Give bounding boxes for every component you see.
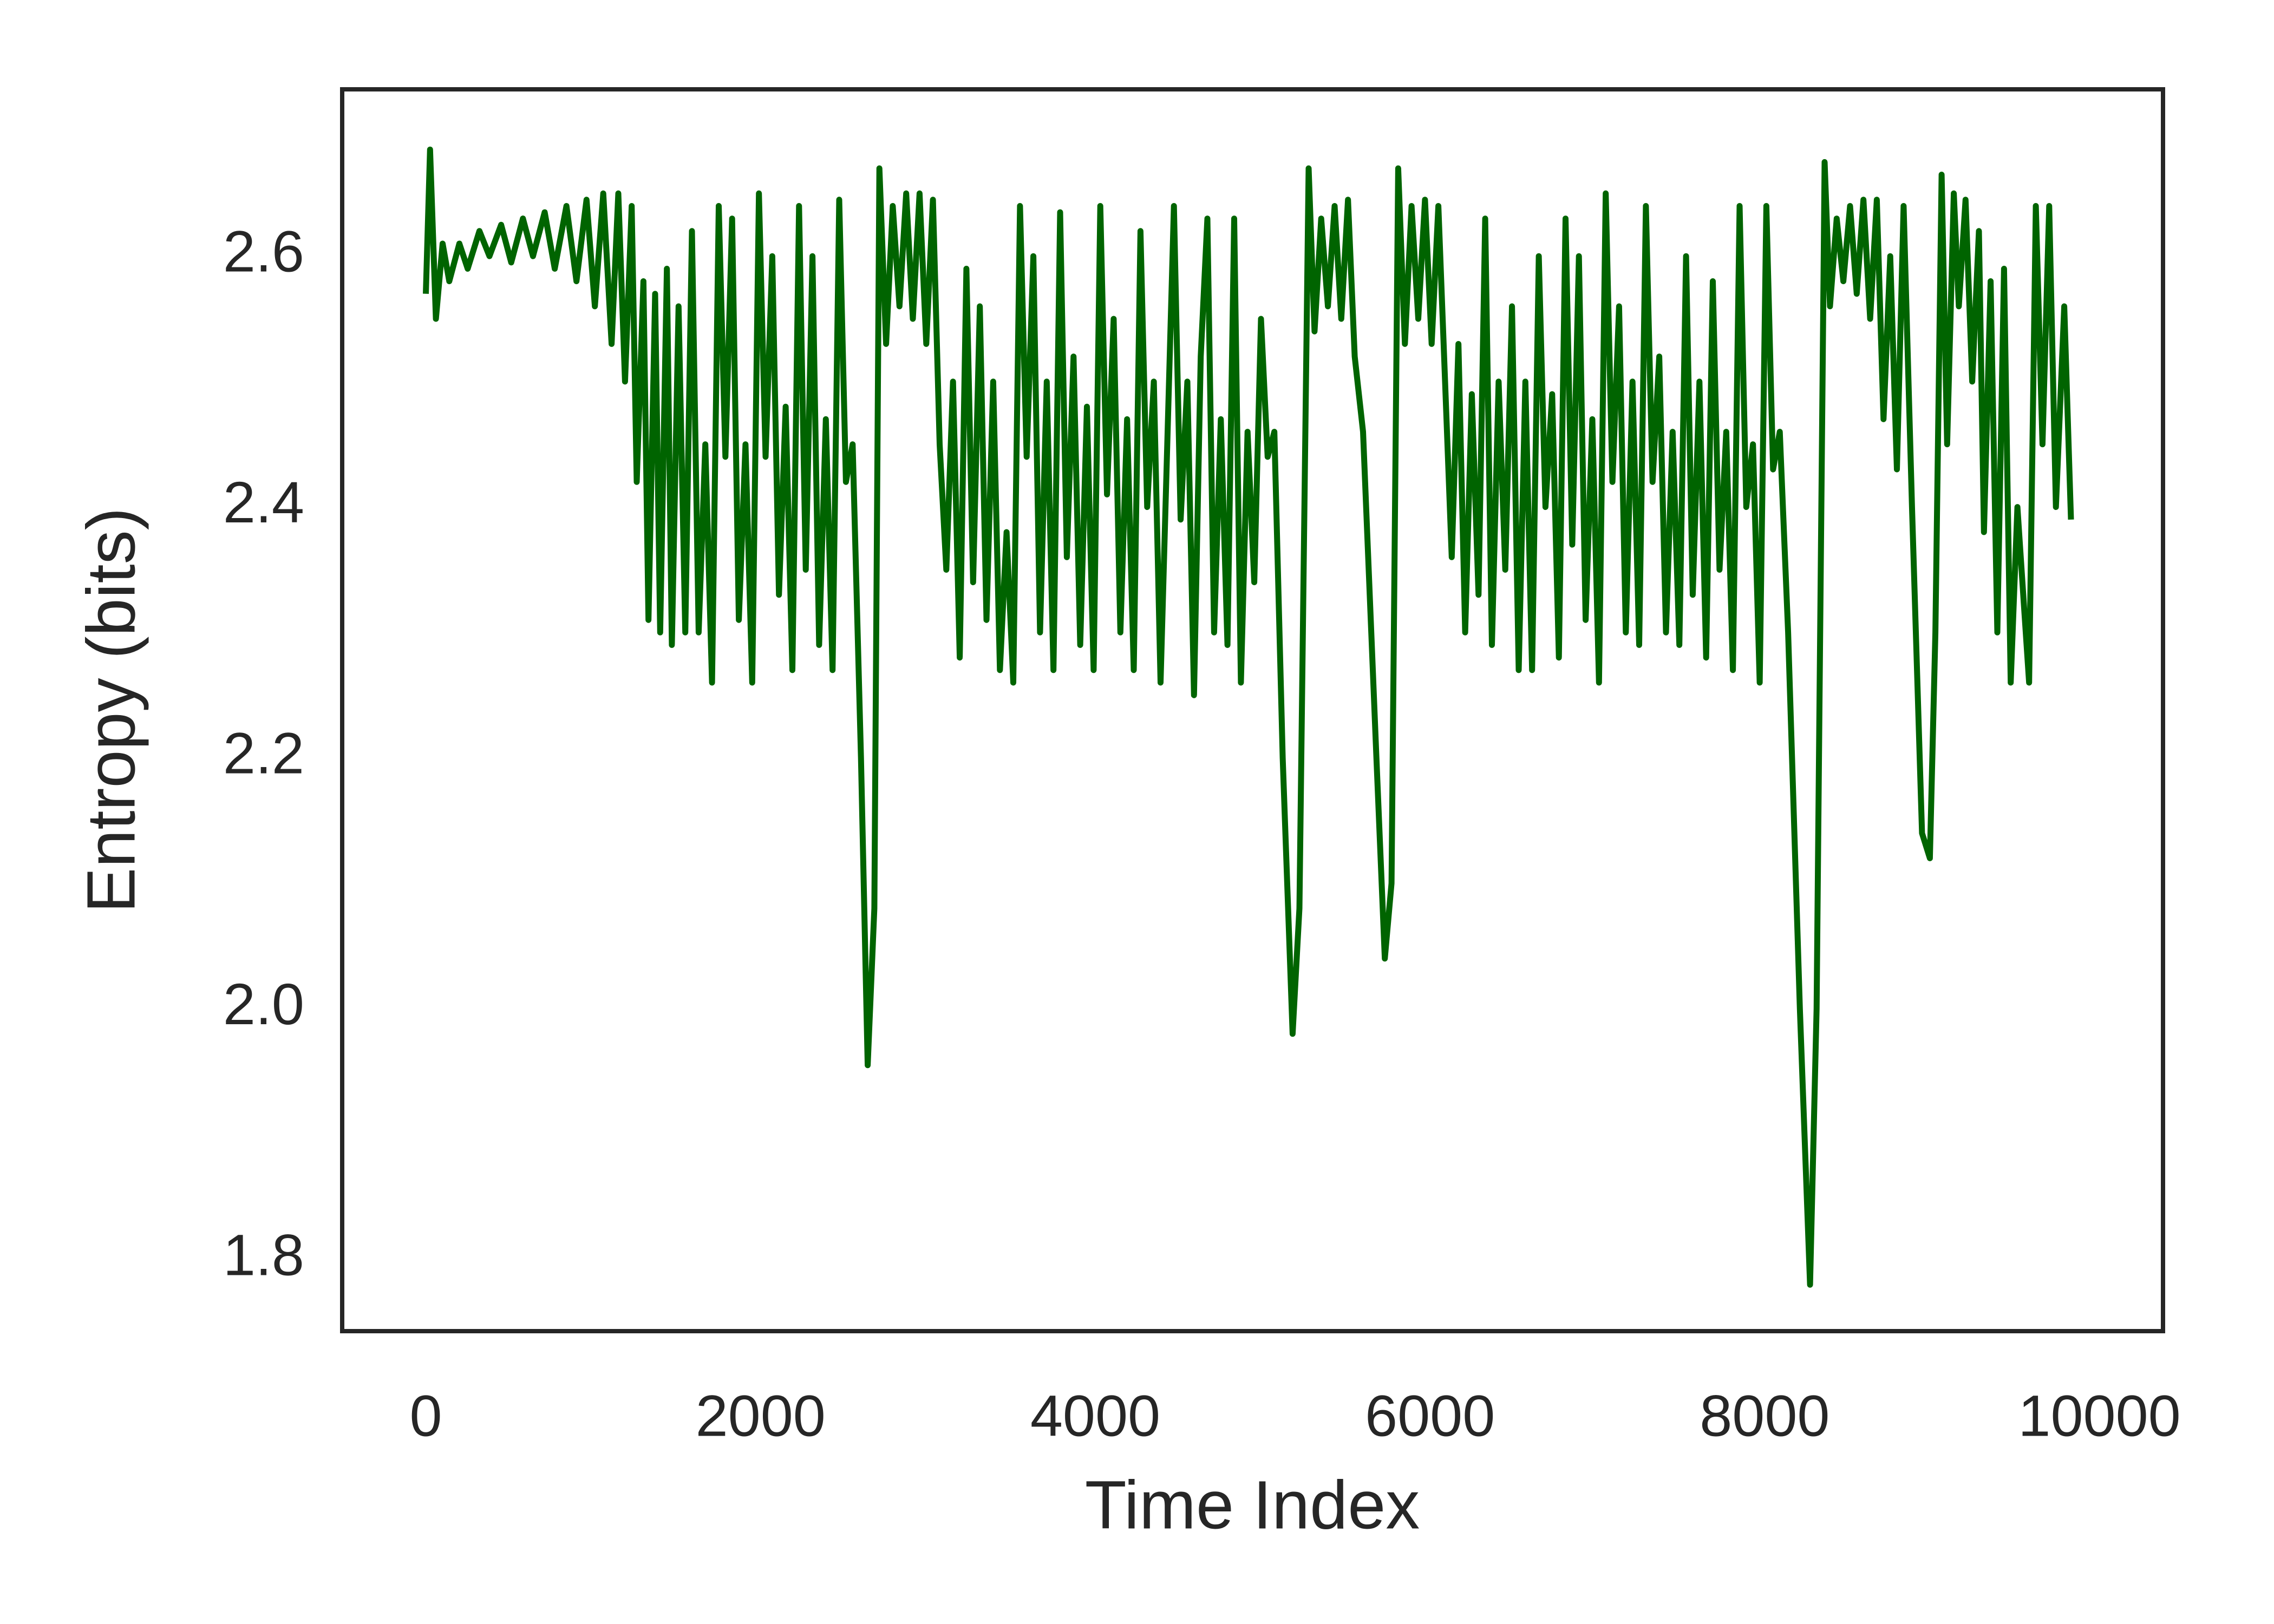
y-tick-label: 2.2 <box>223 721 304 786</box>
y-tick-label: 2.4 <box>223 469 304 535</box>
x-tick-label: 10000 <box>2018 1383 2180 1449</box>
x-tick-label: 8000 <box>1700 1383 1829 1449</box>
plot-frame <box>340 87 2165 1333</box>
line-series <box>423 146 2074 1288</box>
x-tick-label: 0 <box>410 1383 442 1449</box>
x-tick-label: 2000 <box>696 1383 826 1449</box>
y-axis-label: Entropy (bits) <box>73 507 149 913</box>
y-tick-label: 2.0 <box>223 971 304 1037</box>
y-tick-label: 1.8 <box>223 1222 304 1287</box>
y-tick-label: 2.6 <box>223 219 304 284</box>
x-tick-label: 4000 <box>1030 1383 1160 1449</box>
x-axis-label: Time Index <box>1085 1466 1420 1543</box>
x-tick-label: 6000 <box>1365 1383 1495 1449</box>
